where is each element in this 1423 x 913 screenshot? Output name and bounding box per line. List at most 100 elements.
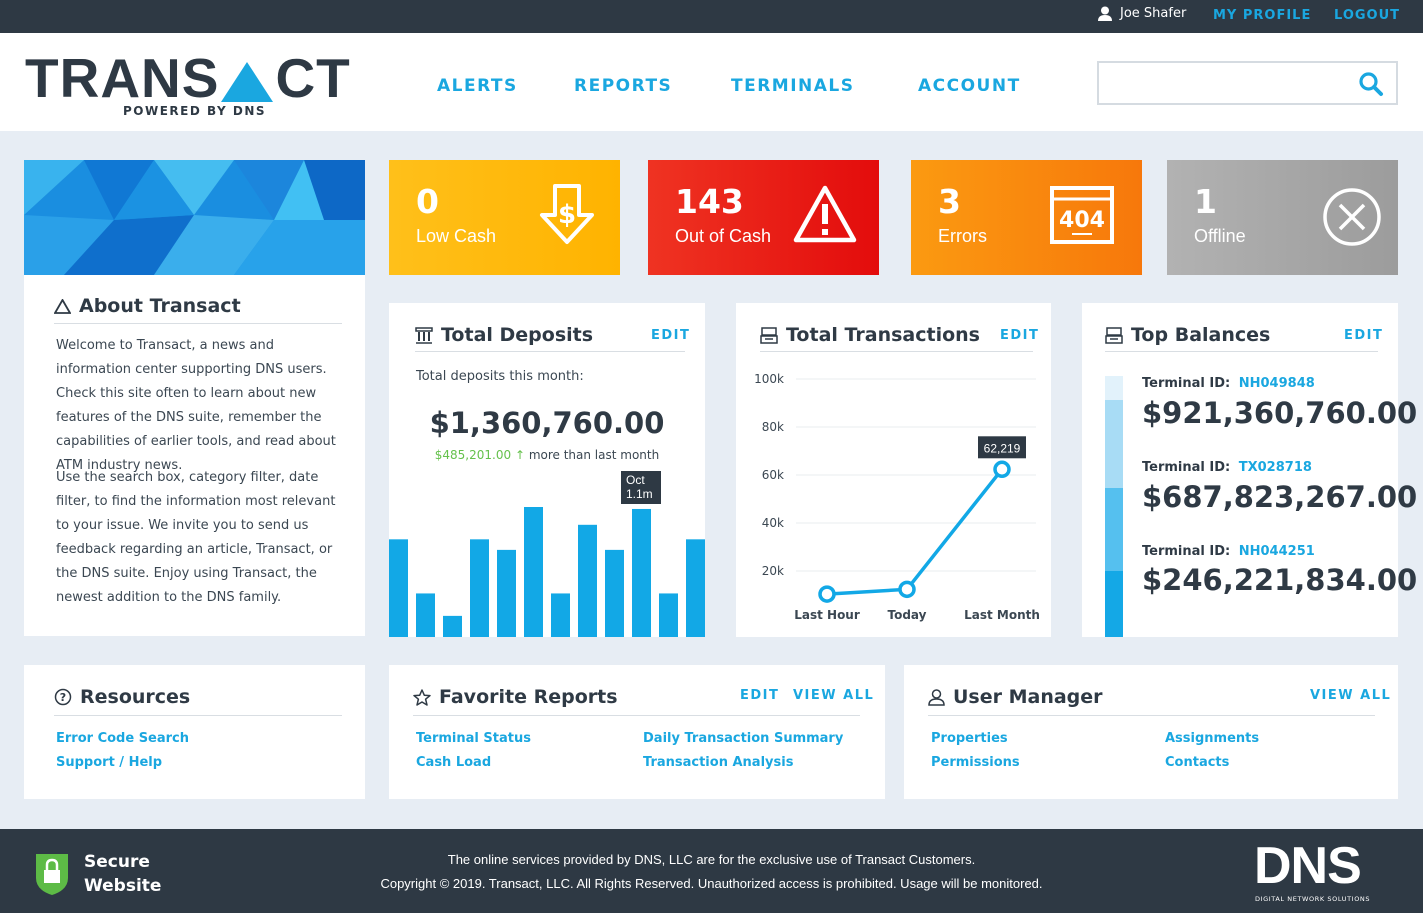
- my-profile-link[interactable]: MY PROFILE: [1213, 8, 1312, 23]
- dns-logo[interactable]: DNS: [1254, 837, 1362, 895]
- terminal-id-link[interactable]: TX028718: [1238, 460, 1312, 475]
- header: TRANS CT POWERED BY DNS ALERTS REPORTS TE…: [0, 33, 1423, 131]
- divider: [928, 715, 1375, 716]
- deposit-bar[interactable]: [686, 539, 705, 637]
- logout-link[interactable]: LOGOUT: [1334, 8, 1401, 23]
- favorite-reports-card: Favorite Reports EDIT VIEW ALL Terminal …: [389, 665, 885, 799]
- user-icon: [1098, 6, 1112, 21]
- balance-bar-segment: [1105, 488, 1123, 571]
- stat-low-cash[interactable]: 0 Low Cash $: [389, 160, 620, 275]
- logo-subtitle: POWERED BY DNS: [123, 104, 267, 118]
- stat-label: Offline: [1194, 226, 1246, 246]
- deposit-bar[interactable]: [443, 615, 462, 637]
- series-line: [826, 468, 1004, 596]
- deposit-bar[interactable]: [632, 508, 651, 637]
- deposit-bar[interactable]: [470, 539, 489, 637]
- link-daily-transaction-summary[interactable]: Daily Transaction Summary: [643, 731, 844, 746]
- offline-x-icon: [1323, 188, 1381, 246]
- data-point[interactable]: [898, 580, 916, 599]
- stat-value: 143: [675, 182, 744, 221]
- stat-offline[interactable]: 1 Offline: [1167, 160, 1398, 275]
- stat-value: 3: [938, 182, 961, 221]
- link-assignments[interactable]: Assignments: [1165, 731, 1260, 746]
- link-transaction-analysis[interactable]: Transaction Analysis: [643, 755, 794, 770]
- search-icon[interactable]: [1358, 71, 1384, 101]
- link-contacts[interactable]: Contacts: [1165, 755, 1230, 770]
- data-point[interactable]: [993, 460, 1011, 479]
- link-permissions[interactable]: Permissions: [931, 755, 1020, 770]
- nav-account[interactable]: ACCOUNT: [918, 76, 1021, 96]
- help-circle-icon: ?: [54, 688, 72, 706]
- user-manager-card: User Manager VIEW ALL Properties Permiss…: [904, 665, 1398, 799]
- logo-wordmark: TRANS CT: [25, 47, 351, 109]
- deposit-bar[interactable]: [497, 549, 516, 637]
- triangle-icon: [54, 298, 71, 314]
- about-paragraph-2: Use the search box, category filter, dat…: [56, 470, 336, 605]
- link-terminal-status[interactable]: Terminal Status: [416, 731, 531, 746]
- users-view-all[interactable]: VIEW ALL: [1310, 688, 1392, 703]
- transactions-edit[interactable]: EDIT: [1000, 328, 1040, 343]
- deposits-card: Total Deposits EDIT Total deposits this …: [389, 303, 705, 637]
- balances-edit[interactable]: EDIT: [1344, 328, 1384, 343]
- deposit-bar[interactable]: [551, 593, 570, 637]
- deposit-bar[interactable]: [659, 593, 678, 637]
- cash-down-icon: $: [540, 184, 594, 244]
- balance-terminal-2: Terminal ID: TX028718: [1142, 460, 1312, 475]
- data-point[interactable]: [818, 585, 836, 603]
- deposits-edit[interactable]: EDIT: [651, 328, 691, 343]
- terminal-id-link[interactable]: NH049848: [1238, 376, 1315, 391]
- deposit-bar[interactable]: [524, 507, 543, 637]
- user-outline-icon: [928, 688, 945, 706]
- footer-notice: The online services provided by DNS, LLC…: [447, 852, 976, 867]
- user-menu[interactable]: Joe Shafer: [1098, 6, 1186, 21]
- warning-icon: [793, 185, 857, 243]
- nav-reports[interactable]: REPORTS: [574, 76, 673, 96]
- y-tick-label: 100k: [754, 372, 784, 386]
- stat-value: 0: [416, 182, 439, 221]
- value-tooltip: [978, 436, 1026, 459]
- link-cash-load[interactable]: Cash Load: [416, 755, 492, 770]
- balance-bar-segment: [1105, 400, 1123, 488]
- register-icon: [760, 326, 778, 344]
- stat-out-of-cash[interactable]: 143 Out of Cash: [648, 160, 879, 275]
- y-tick-label: 40k: [762, 516, 784, 530]
- secure-lock-icon: [36, 854, 68, 895]
- deposits-title: Total Deposits: [415, 324, 593, 346]
- deposit-bar[interactable]: [578, 524, 597, 637]
- divider: [1105, 351, 1378, 352]
- balance-amount-3: $246,221,834.00: [1142, 563, 1418, 597]
- balance-bar-segment: [1105, 376, 1123, 400]
- nav-terminals[interactable]: TERMINALS: [731, 76, 855, 96]
- up-arrow-icon: ↑: [514, 448, 525, 462]
- resources-title: ? Resources: [54, 686, 190, 708]
- about-paragraph-1: Welcome to Transact, a news and informat…: [56, 338, 336, 473]
- link-support-help[interactable]: Support / Help: [56, 755, 163, 770]
- deposit-bar[interactable]: [605, 549, 624, 637]
- stat-errors[interactable]: 3 Errors 404: [911, 160, 1142, 275]
- transact-logo[interactable]: TRANS CT POWERED BY DNS: [25, 51, 360, 121]
- deposits-delta: $485,201.00 ↑ more than last month: [389, 448, 705, 462]
- deposit-bar[interactable]: [416, 593, 435, 637]
- favorites-edit[interactable]: EDIT: [740, 688, 780, 703]
- deposits-bar-chart: [389, 507, 705, 637]
- favorites-title: Favorite Reports: [413, 686, 618, 708]
- nav-alerts[interactable]: ALERTS: [437, 76, 518, 96]
- balances-card: Top Balances EDIT: [1082, 303, 1398, 637]
- link-error-code-search[interactable]: Error Code Search: [56, 731, 190, 746]
- link-properties[interactable]: Properties: [931, 731, 1008, 746]
- terminal-id-link[interactable]: NH044251: [1238, 544, 1315, 559]
- transactions-line-chart: 100k 80k 60k 40k 20k Last Hour Today Last Month…: [754, 372, 1040, 622]
- top-bar: Joe Shafer MY PROFILE LOGOUT: [0, 0, 1423, 33]
- divider: [415, 351, 685, 352]
- favorites-view-all[interactable]: VIEW ALL: [793, 688, 875, 703]
- footer: Secure Website The online services provid…: [0, 829, 1423, 913]
- divider: [54, 323, 342, 324]
- resources-card: ? Resources Error Code Search Support / …: [24, 665, 365, 799]
- deposits-caption: Total deposits this month:: [416, 369, 584, 384]
- deposit-bar[interactable]: [389, 539, 408, 637]
- balance-amount-1: $921,360,760.00: [1142, 396, 1418, 430]
- search-box[interactable]: [1097, 61, 1398, 105]
- stat-value: 1: [1194, 182, 1217, 221]
- banner-pattern: [24, 160, 365, 275]
- y-tick-label: 60k: [762, 468, 784, 482]
